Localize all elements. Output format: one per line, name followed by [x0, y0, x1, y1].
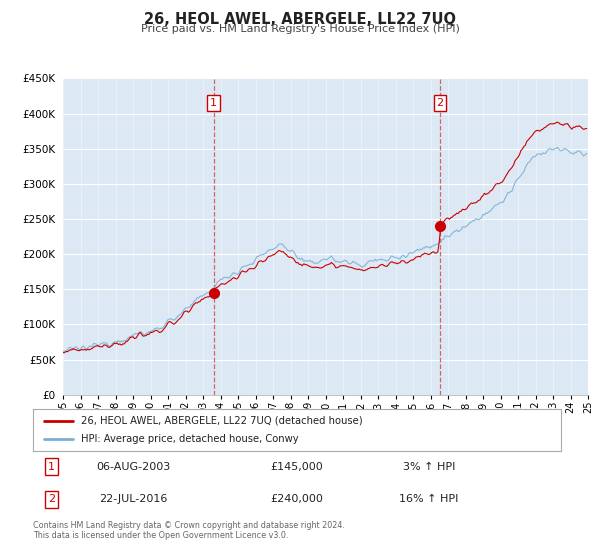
Text: 06-AUG-2003: 06-AUG-2003	[96, 461, 170, 472]
Text: HPI: Average price, detached house, Conwy: HPI: Average price, detached house, Conw…	[80, 435, 298, 445]
Text: 1: 1	[48, 461, 55, 472]
Text: 22-JUL-2016: 22-JUL-2016	[99, 494, 167, 505]
Text: This data is licensed under the Open Government Licence v3.0.: This data is licensed under the Open Gov…	[33, 531, 289, 540]
Text: 3% ↑ HPI: 3% ↑ HPI	[403, 461, 455, 472]
Text: 16% ↑ HPI: 16% ↑ HPI	[400, 494, 458, 505]
Text: 1: 1	[210, 98, 217, 108]
Text: Price paid vs. HM Land Registry's House Price Index (HPI): Price paid vs. HM Land Registry's House …	[140, 24, 460, 34]
Text: 2: 2	[437, 98, 443, 108]
Text: 2: 2	[48, 494, 55, 505]
Text: £145,000: £145,000	[271, 461, 323, 472]
Text: £240,000: £240,000	[271, 494, 323, 505]
Text: 26, HEOL AWEL, ABERGELE, LL22 7UQ (detached house): 26, HEOL AWEL, ABERGELE, LL22 7UQ (detac…	[80, 416, 362, 426]
Text: 26, HEOL AWEL, ABERGELE, LL22 7UQ: 26, HEOL AWEL, ABERGELE, LL22 7UQ	[144, 12, 456, 27]
Text: Contains HM Land Registry data © Crown copyright and database right 2024.: Contains HM Land Registry data © Crown c…	[33, 521, 345, 530]
